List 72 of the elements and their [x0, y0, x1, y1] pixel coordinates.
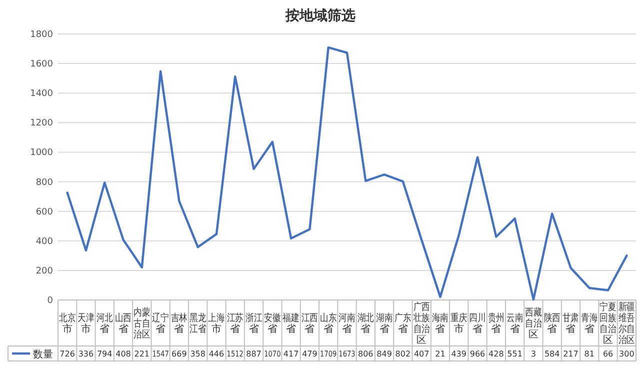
data-label: 887 [246, 350, 262, 358]
data-label: 1673 [338, 350, 360, 358]
data-label: 428 [488, 350, 504, 358]
x-tick-label: 浙江省 [245, 312, 266, 335]
data-label: 669 [172, 350, 187, 358]
x-tick-label: 北京市 [59, 312, 79, 335]
x-tick-label: 天津市 [78, 312, 98, 335]
data-label: 81 [584, 350, 594, 358]
data-label: 1070 [264, 350, 284, 358]
y-tick-label: 0 [47, 296, 54, 306]
x-tick-label: 上海市 [208, 312, 228, 335]
x-tick-label: 四川省 [469, 312, 490, 335]
x-tick-label: 贵州省 [488, 312, 508, 335]
x-tick-label: 宁夏回族自治区 [600, 301, 620, 346]
data-label: 3 [530, 350, 536, 358]
x-tick-label: 新疆维吾尔自治区 [618, 301, 638, 346]
x-tick-label: 河北省 [96, 312, 116, 335]
y-tick-label: 1200 [30, 118, 54, 129]
chart-title: 按地域筛选 [284, 8, 356, 24]
data-label: 358 [190, 350, 206, 358]
x-tick-label: 重庆市 [450, 312, 471, 335]
data-label: 479 [302, 350, 318, 358]
data-label: 408 [116, 350, 131, 358]
data-label: 966 [470, 350, 486, 358]
data-label: 1709 [320, 350, 340, 358]
data-label: 217 [563, 350, 578, 358]
data-label: 336 [78, 350, 94, 358]
x-tick-label: 江西省 [301, 312, 322, 335]
data-label: 407 [414, 350, 430, 358]
x-tick-label: 西藏自治区 [525, 306, 546, 340]
x-tick-label: 福建省 [282, 312, 303, 335]
x-tick-label: 河南省 [338, 312, 359, 335]
data-label: 66 [602, 350, 614, 358]
x-tick-label: 黑龙江省 [190, 312, 210, 335]
data-label: 802 [395, 350, 411, 358]
x-tick-label: 吉林省 [170, 312, 191, 335]
data-label: 1512 [226, 350, 248, 358]
x-tick-label: 广西壮族自治区 [412, 301, 434, 346]
x-tick-label: 江苏省 [226, 312, 247, 335]
x-tick-label: 青海省 [581, 312, 602, 335]
data-label: 1547 [152, 350, 173, 358]
x-tick-label: 辽宁省 [152, 312, 172, 335]
y-tick-label: 1600 [30, 60, 54, 70]
x-tick-label: 陕西省 [544, 312, 564, 335]
y-tick-label: 600 [36, 207, 54, 218]
data-label: 806 [358, 350, 374, 358]
data-label: 726 [60, 350, 75, 358]
y-tick-label: 200 [36, 266, 54, 276]
x-tick-label: 广东省 [394, 312, 415, 335]
data-label: 794 [96, 350, 112, 358]
legend-label: 数量 [33, 350, 53, 360]
data-label: 584 [544, 350, 560, 358]
line-series [66, 46, 628, 301]
x-tick-label: 湖北省 [357, 312, 378, 335]
x-tick-label: 云南省 [506, 312, 526, 335]
x-tick-label: 甘肃省 [562, 312, 582, 335]
data-label: 551 [507, 350, 522, 358]
data-label: 300 [619, 350, 634, 358]
x-tick-label: 海南省 [432, 312, 452, 335]
y-tick-label: 1000 [30, 148, 54, 158]
y-tick-label: 800 [36, 178, 54, 188]
data-label: 849 [376, 350, 392, 358]
x-tick-label: 山西省 [114, 312, 135, 335]
y-tick-label: 400 [36, 236, 54, 247]
y-tick-label: 1800 [30, 30, 54, 40]
data-label: 446 [208, 350, 224, 358]
data-label: 221 [134, 350, 150, 358]
data-label: 21 [435, 350, 446, 358]
x-tick-label: 湖南省 [376, 312, 396, 335]
y-tick-label: 1400 [30, 89, 54, 100]
data-label: 439 [451, 350, 467, 358]
data-label: 417 [283, 350, 299, 358]
